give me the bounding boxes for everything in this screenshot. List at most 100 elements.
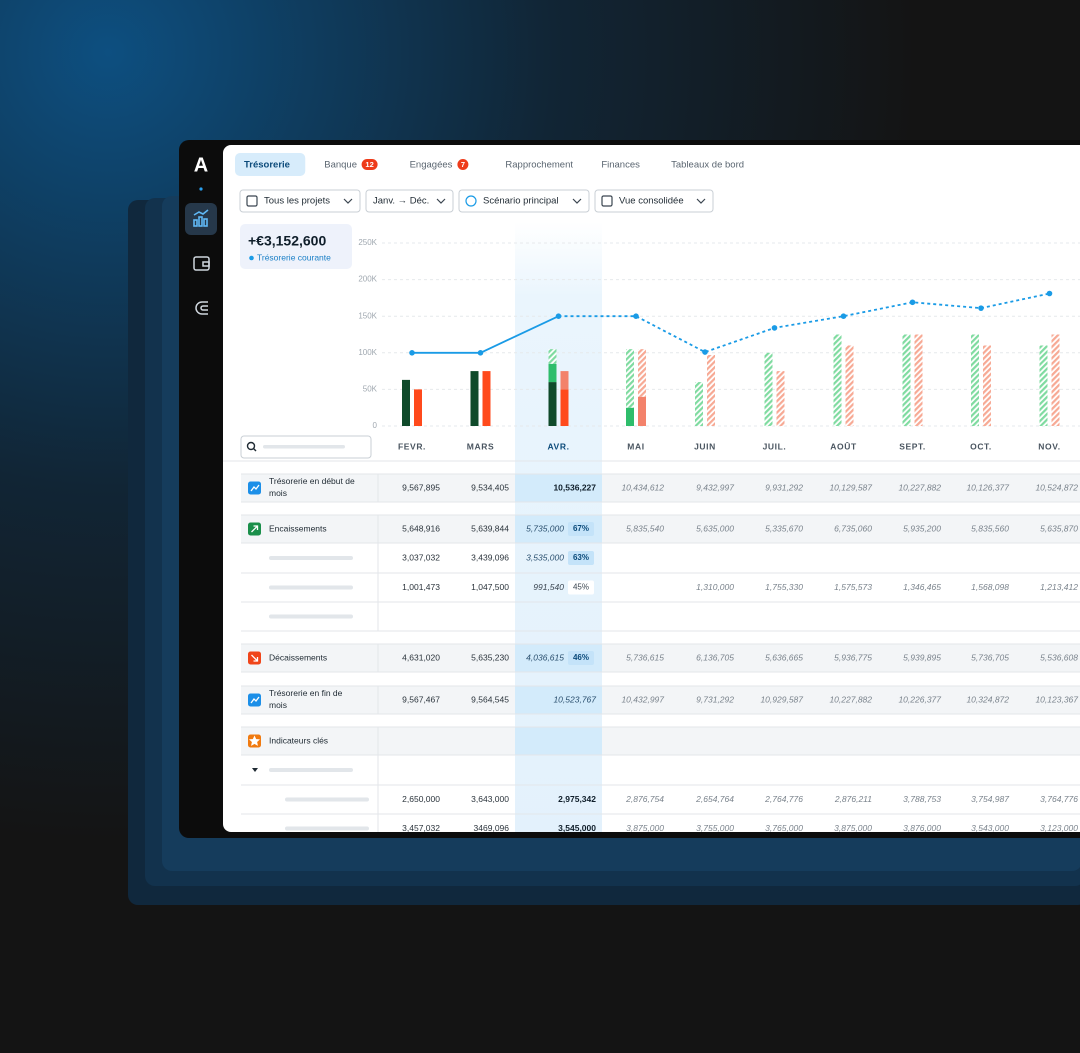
nav-chart[interactable]	[185, 203, 217, 235]
percent-badge	[568, 551, 594, 565]
kpi-card	[240, 224, 352, 269]
row-icon-glyph	[250, 696, 260, 704]
y-tick-label: 150K	[358, 311, 377, 320]
label-placeholder	[269, 585, 353, 590]
bar-segment	[414, 389, 422, 426]
filter-dropdown[interactable]	[458, 189, 590, 213]
tab-label[interactable]: Tableaux de bord	[671, 160, 744, 171]
percent-badge-text: 45%	[573, 583, 589, 592]
section-row-bg	[241, 515, 1080, 543]
bar-segment	[983, 345, 991, 426]
tab-label[interactable]: Trésorerie	[244, 160, 290, 171]
cell-value: 10,536,227	[553, 482, 596, 492]
row-label: Encaissements	[269, 523, 327, 533]
cell-value: 10,126,377	[966, 482, 1009, 492]
filter-icon	[601, 195, 613, 207]
cell-value: 991,540	[533, 582, 564, 592]
bar-segment	[1051, 334, 1060, 426]
bar-segment	[560, 371, 569, 390]
cell-value: 5,635,870	[1040, 523, 1078, 533]
cell-value: 10,432,997	[621, 694, 664, 704]
percent-badge	[568, 651, 594, 665]
tab-label[interactable]: Finances	[601, 160, 640, 171]
cell-value: 9,432,997	[696, 482, 734, 492]
tab-label[interactable]: Banque	[324, 160, 357, 171]
nav-magnet[interactable]	[195, 301, 208, 315]
cell-value: 3,765,000	[765, 823, 803, 833]
filter-chevron	[572, 198, 582, 204]
cell-value: 2,975,342	[558, 794, 596, 804]
column-header: MAI	[627, 441, 644, 451]
filter-label: Scénario principal	[483, 196, 559, 207]
nav-wallet[interactable]	[193, 256, 210, 271]
cell-value: 5,939,895	[903, 652, 941, 662]
bar-segment	[902, 334, 911, 426]
row-label: Décaissements	[269, 652, 327, 662]
label-placeholder	[269, 556, 353, 560]
percent-badge-text: 46%	[573, 653, 589, 662]
cell-value: 3,876,000	[903, 823, 941, 833]
tab-label[interactable]: Engagées	[410, 160, 453, 171]
cell-value: 5,936,775	[834, 652, 872, 662]
row-icon-glyph	[250, 484, 260, 492]
cell-value: 1,755,330	[765, 582, 803, 592]
bar-segment	[914, 334, 923, 426]
bar-segment	[626, 349, 634, 408]
kpi-dot	[249, 255, 254, 261]
cell-value: 5,636,665	[765, 652, 803, 662]
column-header: AOÛT	[830, 440, 857, 451]
cell-value: 10,129,587	[829, 482, 872, 492]
bar-segment	[482, 371, 491, 426]
filter-dropdown[interactable]	[365, 189, 454, 213]
row-icon-glyph	[251, 525, 259, 533]
cell-value: 3,875,000	[834, 823, 872, 833]
cell-value: 5,736,615	[626, 652, 664, 662]
cell-value: 3,457,032	[402, 823, 440, 833]
cell-value: 9,564,545	[471, 694, 509, 704]
cell-value: 2,876,754	[625, 794, 664, 804]
bar-segment	[560, 389, 569, 426]
collapse-toggle[interactable]	[252, 768, 258, 772]
cell-value: 3469,096	[474, 823, 510, 833]
cell-value: 10,226,377	[898, 694, 941, 704]
section-row-highlight	[515, 474, 602, 502]
cell-value: 10,227,882	[829, 694, 872, 704]
cell-value: 3,755,000	[696, 823, 734, 833]
line-point	[771, 325, 778, 331]
filter-icon	[246, 195, 258, 207]
search-placeholder	[263, 445, 345, 449]
bar-segment	[470, 371, 479, 426]
filter-dropdown[interactable]	[594, 189, 714, 213]
bar-segment	[626, 407, 634, 426]
cell-value: 3,535,000	[526, 552, 564, 562]
y-tick-label: 250K	[358, 238, 377, 247]
bar-segment	[833, 334, 842, 426]
logo: A	[194, 154, 208, 176]
cell-value: 5,639,844	[471, 523, 509, 533]
cell-value: 10,434,612	[621, 482, 664, 492]
line-point	[555, 313, 562, 320]
label-placeholder	[269, 614, 353, 619]
filter-icon	[465, 195, 477, 207]
line-point	[978, 305, 984, 311]
cell-value: 9,567,467	[402, 694, 440, 704]
cell-value: 5,536,608	[1040, 652, 1078, 662]
filter-dropdown[interactable]	[239, 189, 361, 213]
cell-value: 3,875,000	[626, 823, 664, 833]
bar-segment	[776, 371, 785, 426]
tab-label[interactable]: Rapprochement	[505, 160, 573, 171]
cell-value: 6,735,060	[834, 523, 872, 533]
cell-value: 1,047,500	[471, 582, 509, 592]
tab-active[interactable]	[235, 153, 306, 176]
y-tick-label: 0	[373, 421, 378, 430]
filter-chevron	[343, 198, 353, 204]
bar-segment	[971, 334, 979, 426]
logo-dot	[199, 187, 203, 191]
row-label: Trésorerie en début de mois	[269, 476, 355, 498]
percent-badge-text: 67%	[573, 524, 589, 533]
cell-value: 5,635,230	[471, 652, 509, 662]
cell-value: 9,534,405	[471, 482, 509, 492]
row-label: Indicateurs clés	[269, 735, 328, 745]
cell-value: 5,648,916	[402, 523, 440, 533]
bar-segment	[764, 352, 773, 426]
